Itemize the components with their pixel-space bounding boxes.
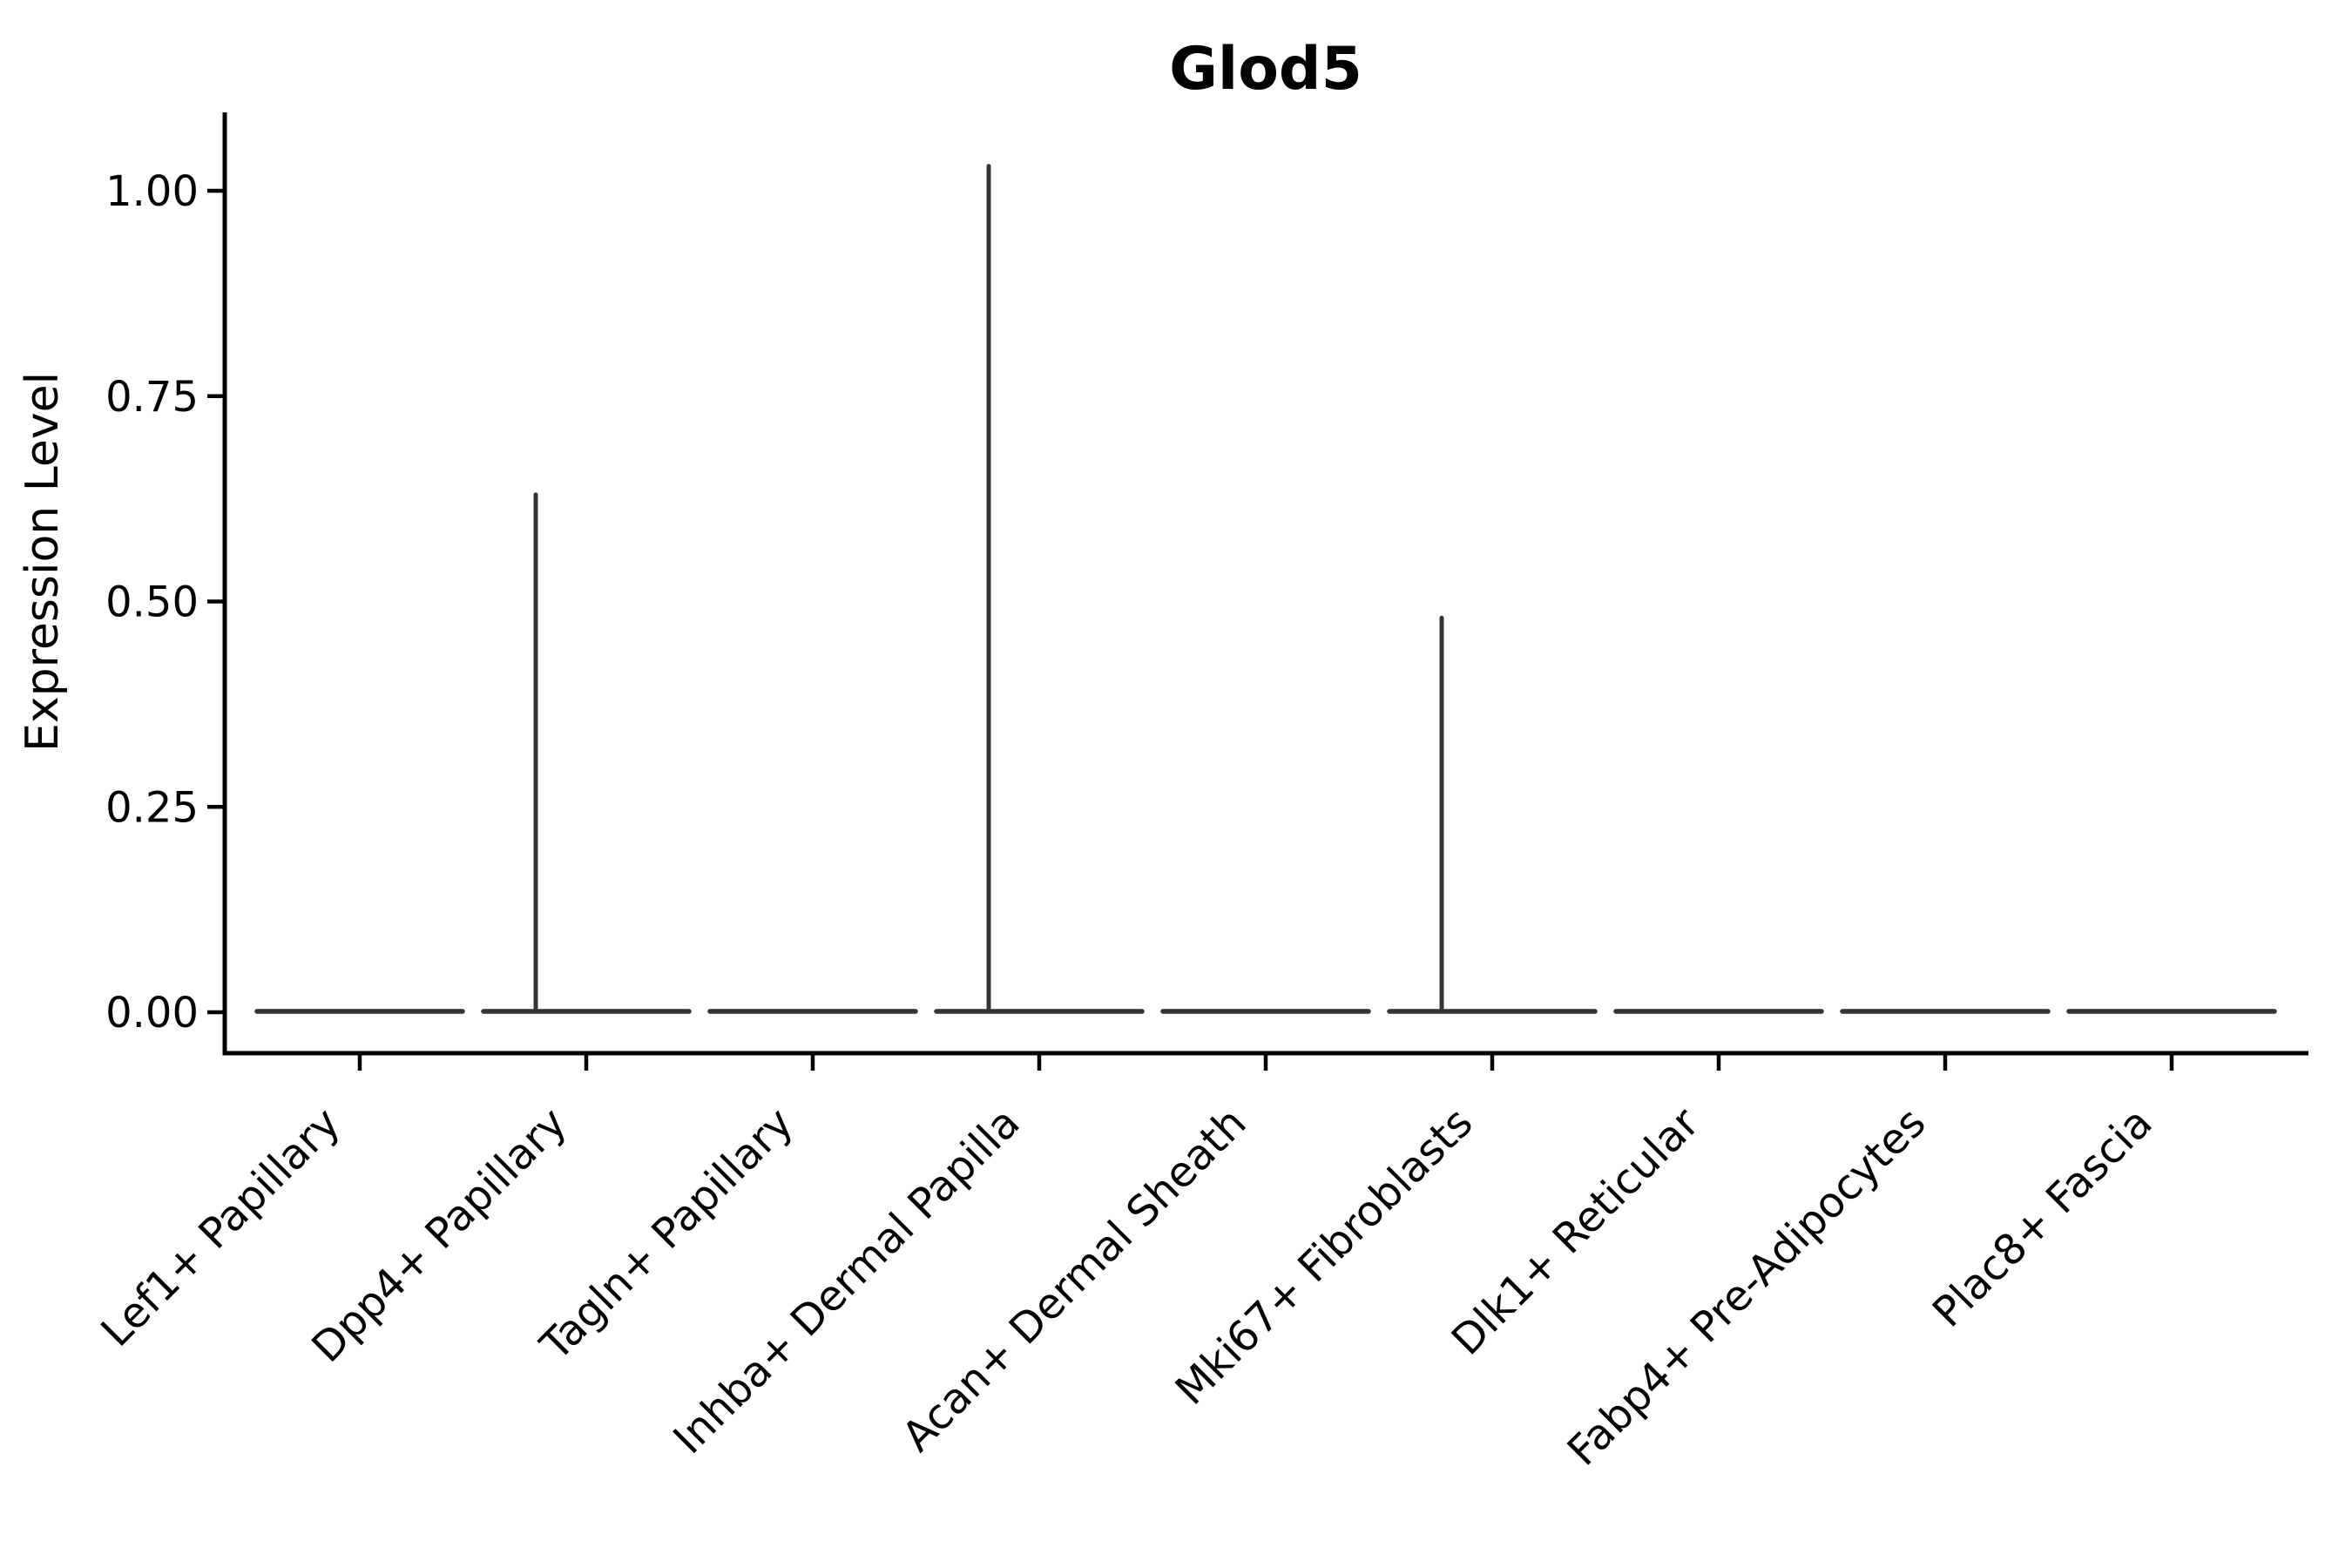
y-tick-label: 0.00 — [105, 989, 199, 1037]
y-axis-title: Expression Level — [17, 372, 69, 752]
x-tick-label: Plac8+ Fascia — [1923, 1098, 2162, 1337]
x-tick-label: Lef1+ Papillary — [92, 1098, 350, 1356]
x-tick-label: Tagln+ Papillary — [531, 1098, 802, 1370]
x-tick-label: Fabp4+ Pre-Adipocytes — [1558, 1098, 1936, 1476]
y-tick-label: 0.25 — [105, 783, 199, 832]
chart-title: Glod5 — [1169, 35, 1362, 104]
y-tick-label: 0.50 — [105, 578, 199, 627]
y-tick-label: 0.75 — [105, 373, 199, 422]
x-tick-label: Dlk1+ Reticular — [1443, 1098, 1709, 1365]
y-tick-label: 1.00 — [105, 167, 199, 216]
